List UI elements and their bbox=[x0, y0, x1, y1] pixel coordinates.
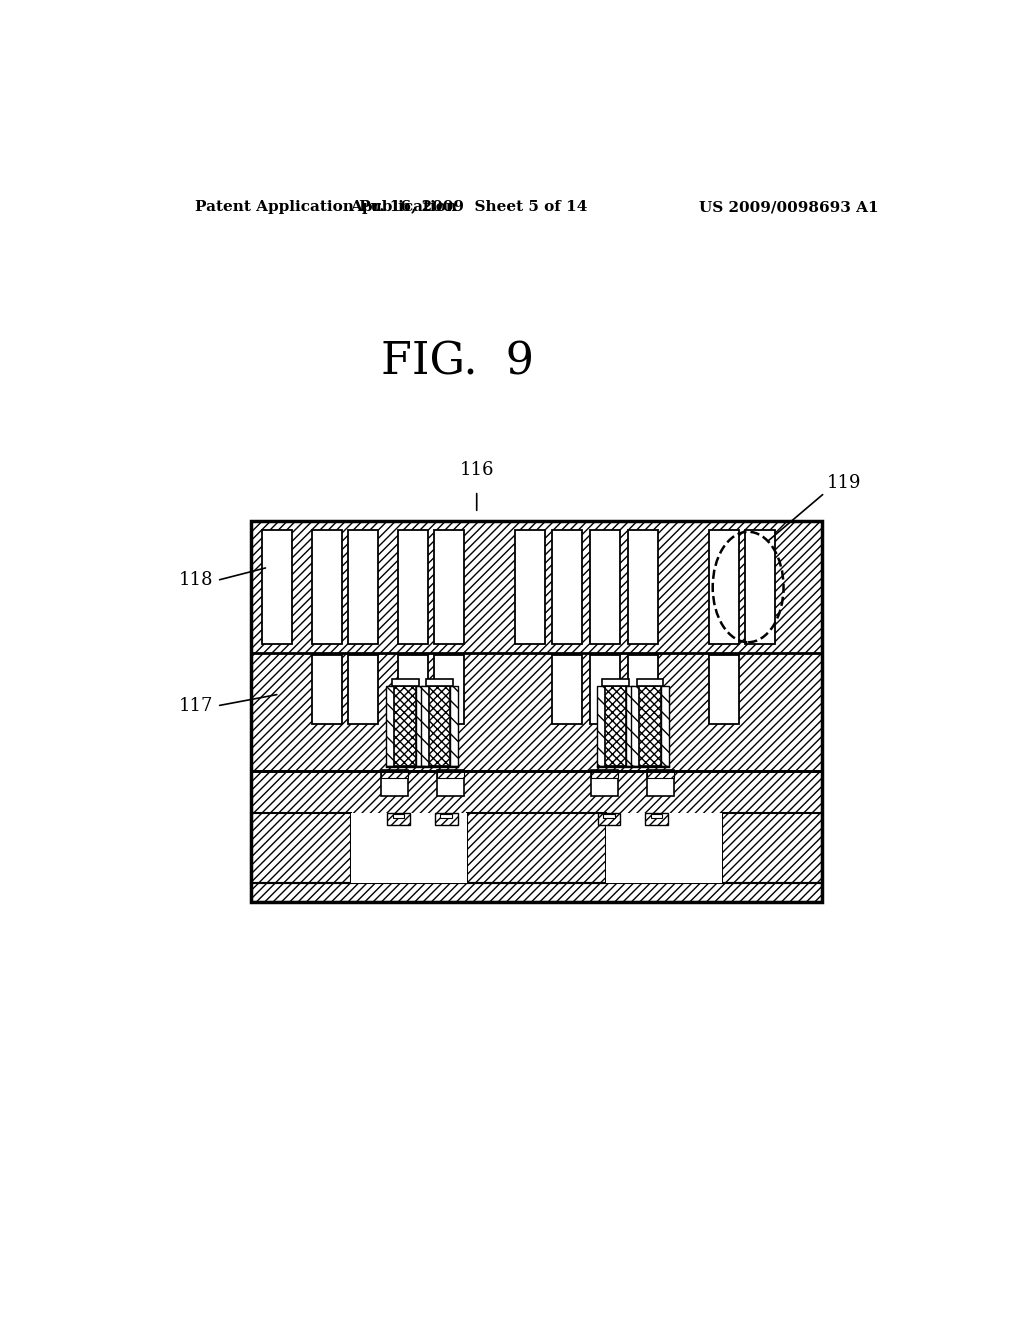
Bar bbox=[251, 813, 351, 883]
Bar bbox=[628, 655, 657, 723]
Bar bbox=[603, 814, 614, 818]
Bar bbox=[590, 655, 620, 723]
Bar bbox=[434, 529, 464, 644]
Bar bbox=[251, 521, 822, 653]
Bar bbox=[591, 771, 618, 779]
Bar bbox=[348, 655, 378, 723]
Text: US 2009/0098693 A1: US 2009/0098693 A1 bbox=[699, 201, 879, 214]
Bar bbox=[628, 529, 657, 644]
Bar bbox=[392, 678, 419, 686]
Text: 117: 117 bbox=[178, 697, 213, 715]
Bar bbox=[436, 771, 464, 779]
Bar bbox=[251, 653, 822, 771]
Bar bbox=[647, 771, 675, 779]
Bar bbox=[434, 655, 464, 723]
Bar bbox=[312, 529, 342, 644]
Bar bbox=[251, 883, 822, 903]
Bar bbox=[440, 814, 452, 818]
Bar bbox=[467, 813, 606, 883]
Bar bbox=[745, 529, 775, 644]
Bar bbox=[645, 813, 668, 825]
Bar bbox=[650, 814, 663, 818]
Bar bbox=[436, 770, 464, 796]
Bar bbox=[251, 521, 822, 653]
Bar bbox=[710, 529, 739, 644]
Bar bbox=[597, 686, 605, 766]
Text: 118: 118 bbox=[178, 572, 213, 590]
Bar bbox=[627, 686, 635, 766]
Bar bbox=[637, 678, 664, 686]
Bar bbox=[351, 813, 467, 883]
Bar bbox=[451, 686, 459, 766]
Text: FIG.  9: FIG. 9 bbox=[381, 341, 534, 383]
Bar bbox=[394, 686, 416, 766]
Bar bbox=[605, 686, 627, 766]
Bar bbox=[639, 686, 660, 766]
Text: 116: 116 bbox=[460, 461, 494, 479]
Bar bbox=[251, 521, 822, 903]
Bar bbox=[591, 770, 618, 796]
Bar bbox=[312, 655, 342, 723]
Bar bbox=[251, 813, 351, 883]
Bar bbox=[429, 686, 451, 766]
Bar bbox=[590, 529, 620, 644]
Bar bbox=[381, 771, 409, 779]
Bar bbox=[351, 813, 467, 883]
Bar bbox=[398, 529, 428, 644]
Bar bbox=[251, 883, 822, 903]
Bar bbox=[552, 529, 582, 644]
Bar bbox=[552, 655, 582, 723]
Bar bbox=[710, 655, 739, 723]
Bar bbox=[647, 770, 675, 796]
Bar bbox=[426, 678, 453, 686]
Text: 119: 119 bbox=[826, 474, 861, 491]
Bar bbox=[398, 655, 428, 723]
Text: Apr. 16, 2009  Sheet 5 of 14: Apr. 16, 2009 Sheet 5 of 14 bbox=[350, 201, 588, 214]
Bar bbox=[262, 529, 292, 644]
Bar bbox=[467, 813, 606, 883]
Bar bbox=[386, 686, 394, 766]
Bar bbox=[434, 813, 458, 825]
Bar bbox=[387, 813, 411, 825]
Bar bbox=[602, 678, 629, 686]
Bar bbox=[416, 686, 424, 766]
Bar bbox=[606, 813, 722, 883]
Bar bbox=[722, 813, 822, 883]
Bar bbox=[598, 813, 621, 825]
Bar bbox=[393, 814, 404, 818]
Text: Patent Application Publication: Patent Application Publication bbox=[196, 201, 458, 214]
Bar bbox=[722, 813, 822, 883]
Bar bbox=[381, 770, 409, 796]
Bar bbox=[660, 686, 669, 766]
Bar bbox=[606, 813, 722, 883]
Bar bbox=[631, 686, 639, 766]
Bar bbox=[421, 686, 429, 766]
Bar bbox=[515, 529, 545, 644]
Bar bbox=[348, 529, 378, 644]
Bar bbox=[251, 771, 822, 813]
